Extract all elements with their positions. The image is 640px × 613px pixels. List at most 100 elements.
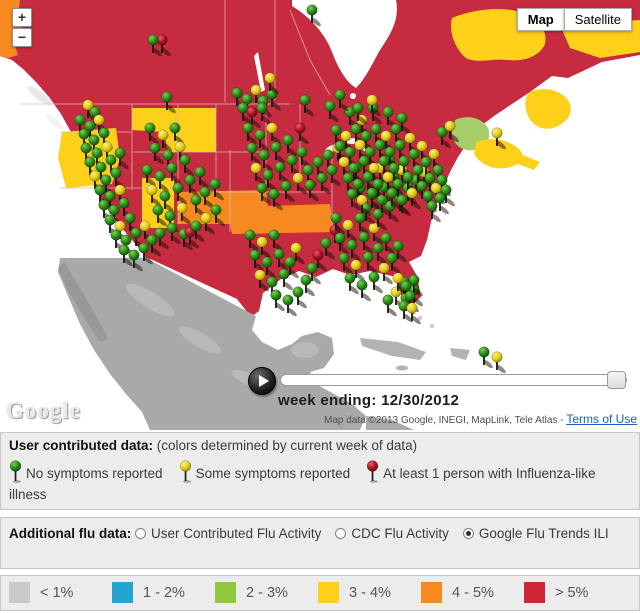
map-pin-green[interactable] [334,89,350,113]
map-pin-yellow[interactable] [146,184,162,208]
map-pin-yellow[interactable] [491,351,507,375]
map-pin-green[interactable] [362,251,378,275]
map-pin-green[interactable] [366,187,382,211]
map-pin-green[interactable] [144,122,160,146]
radio-button[interactable] [135,528,147,539]
map-pin-yellow[interactable] [290,242,306,266]
map-pin-green[interactable] [146,234,162,258]
map-pin-yellow[interactable] [350,259,366,283]
map-pin-green[interactable] [382,294,398,318]
map-canvas[interactable]: + − Map Satellite week ending: 12/30/201… [0,0,640,430]
map-pin-green[interactable] [380,232,396,256]
map-pin-green[interactable] [368,271,384,295]
map-button[interactable]: Map [516,8,565,31]
map-pin-green[interactable] [344,272,360,296]
map-pin-green[interactable] [261,256,277,280]
map-pin-green[interactable] [376,194,392,218]
map-pin-green[interactable] [282,134,298,158]
satellite-button[interactable]: Satellite [563,8,632,31]
map-pin-green[interactable] [179,154,195,178]
map-pin-green[interactable] [256,182,272,206]
map-pin-green[interactable] [280,180,296,204]
map-pin-green[interactable] [320,237,336,261]
map-pin-yellow[interactable] [256,236,272,260]
map-pin-green[interactable] [356,279,372,303]
map-pin-green[interactable] [258,149,274,173]
map-pin-yellow[interactable] [254,269,270,293]
map-pin-yellow[interactable] [406,302,422,326]
map-pin-green[interactable] [386,187,402,211]
map-pin-green[interactable] [141,164,157,188]
timeline-slider-handle[interactable] [607,371,626,389]
map-pin-green[interactable] [352,102,368,126]
map-pin-green[interactable] [154,170,170,194]
map-pin-green[interactable] [396,194,412,218]
map-pin-yellow[interactable] [356,194,372,218]
map-pin-green[interactable] [284,256,300,280]
map-pin-yellow[interactable] [444,120,460,144]
map-pin-green[interactable] [273,248,289,272]
map-pin-green[interactable] [114,147,130,171]
map-pin-yellow[interactable] [176,202,192,226]
map-pin-yellow[interactable] [157,129,173,153]
map-pin-green[interactable] [338,252,354,276]
flu-source-option-1[interactable]: CDC Flu Activity [335,523,449,545]
map-pin-green[interactable] [154,227,170,251]
map-pin-green[interactable] [398,300,414,324]
map-pin-green[interactable] [190,220,206,244]
map-pin-green[interactable] [396,112,412,136]
map-pin-green[interactable] [161,91,177,115]
map-pin-green[interactable] [392,240,408,264]
radio-button[interactable] [335,528,347,539]
map-pin-green[interactable] [324,100,340,124]
map-pin-green[interactable] [149,142,165,166]
map-pin-green[interactable] [166,162,182,186]
terms-of-use-link[interactable]: Terms of Use [566,412,637,426]
map-pin-yellow[interactable] [491,127,507,151]
map-pin-green[interactable] [346,188,362,212]
map-pin-green[interactable] [190,194,206,218]
map-pin-green[interactable] [300,274,316,298]
map-pin-yellow[interactable] [366,94,382,118]
map-pin-green[interactable] [128,249,144,273]
map-pin-yellow[interactable] [250,162,266,186]
play-button[interactable] [248,367,276,395]
map-pin-green[interactable] [354,212,370,236]
map-pin-green[interactable] [426,200,442,224]
map-pin-green[interactable] [268,188,284,212]
google-logo[interactable]: Google [6,398,81,423]
map-pin-green[interactable] [358,231,374,255]
map-pin-green[interactable] [152,204,168,228]
map-pin-red[interactable] [312,249,328,273]
map-pin-green[interactable] [292,286,308,310]
map-pin-green[interactable] [304,179,320,203]
flu-source-option-0[interactable]: User Contributed Flu Activity [135,523,321,545]
map-pin-green[interactable] [326,164,342,188]
map-pin-yellow[interactable] [292,172,308,196]
map-pin-green[interactable] [299,94,315,118]
map-pin-green[interactable] [244,229,260,253]
map-pin-yellow[interactable] [342,219,358,243]
timeline-slider-track[interactable] [280,374,627,386]
map-pin-green[interactable] [346,239,362,263]
map-pin-yellow[interactable] [406,187,422,211]
map-pin-green[interactable] [282,294,298,318]
map-pin-green[interactable] [172,182,188,206]
map-pin-green[interactable] [194,166,210,190]
map-pin-yellow[interactable] [378,262,394,286]
map-pin-red[interactable] [246,106,262,130]
map-pin-green[interactable] [199,186,215,210]
map-pin-green[interactable] [118,244,134,268]
map-pin-green[interactable] [408,274,424,298]
map-pin-green[interactable] [330,212,346,236]
map-pin-green[interactable] [254,129,270,153]
map-pin-green[interactable] [306,262,322,286]
map-pin-green[interactable] [306,4,322,28]
map-pin-green[interactable] [270,289,286,313]
map-pin-green[interactable] [166,222,182,246]
map-pin-yellow[interactable] [392,272,408,296]
map-pin-green[interactable] [386,252,402,276]
radio-button-selected[interactable] [462,528,474,539]
map-pin-red[interactable] [294,122,310,146]
map-pin-green[interactable] [237,102,253,126]
